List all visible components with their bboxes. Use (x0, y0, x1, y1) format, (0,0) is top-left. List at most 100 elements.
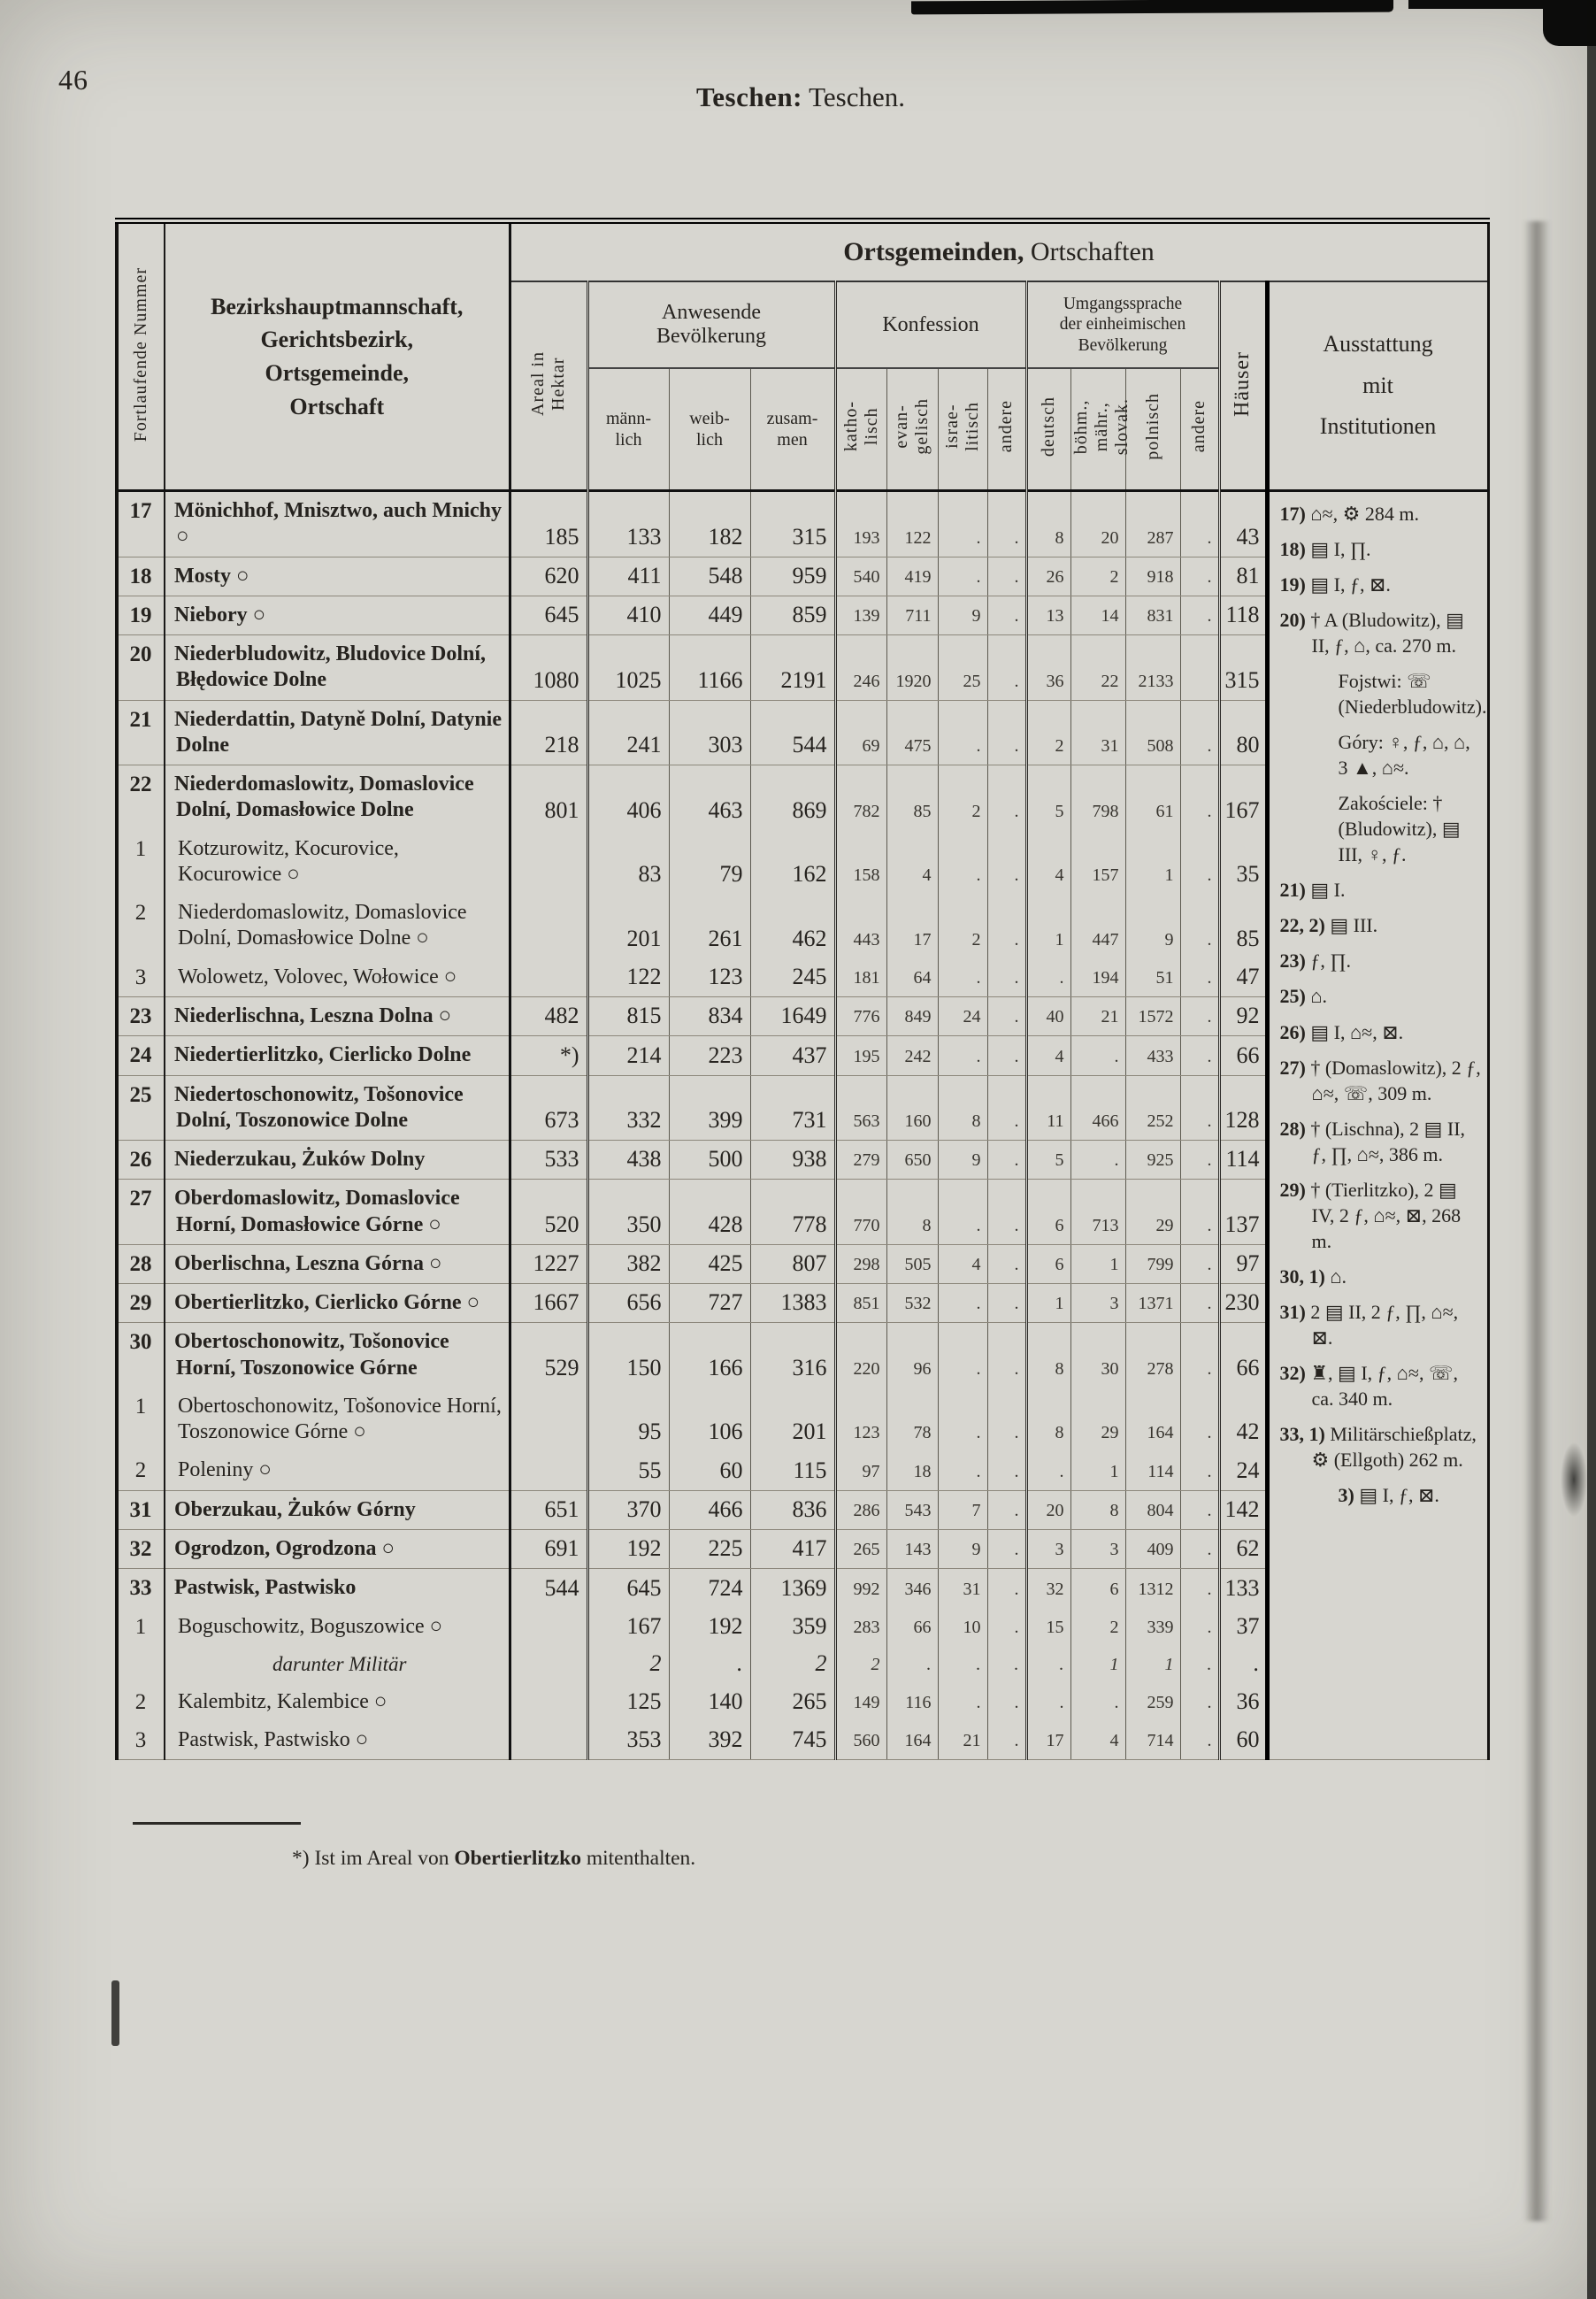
note-number: 30, 1) (1279, 1265, 1331, 1288)
cell-evangelisch: 711 (886, 596, 938, 636)
table-row: 2 Kalembitz, Kalembice ○ 125 140 265 149 116..… (117, 1682, 1488, 1722)
cell-ortsname: Boguschowitz, Boguszowice ○ (164, 1607, 510, 1646)
column-header-areal: Areal in Hektar (508, 281, 587, 492)
cell-boehmisch-maehrisch-slovakisch: 14 (1070, 596, 1125, 636)
cell-haeuser: 315 (1217, 634, 1267, 701)
note-number: 22, 2) (1279, 914, 1331, 937)
cell-ortsname: Niederdomaslowitz, Domaslovice Dolní, Do… (164, 765, 510, 830)
note-symbols: ⌂. (1310, 985, 1328, 1008)
institution-note: 28) † (Lischna), 2 ▤ II, ƒ, ∏, ⌂≈, 386 m… (1280, 1116, 1484, 1167)
cell-polnisch: 1 (1124, 1645, 1180, 1683)
cell-boehmisch-maehrisch-slovakisch: 21 (1070, 996, 1125, 1037)
cell-polnisch: 714 (1124, 1721, 1180, 1761)
cell-sprache-andere: . (1179, 1179, 1219, 1245)
cell-ortsname: Mosty ○ (164, 557, 510, 596)
cell-nummer: 32 (117, 1529, 165, 1570)
cell-polnisch: 278 (1124, 1322, 1180, 1388)
note-number: 28) (1279, 1117, 1311, 1140)
cell-konfession-andere: . (986, 957, 1026, 997)
note-symbols: ƒ, ∏. (1310, 950, 1351, 973)
cell-deutsch: 13 (1024, 596, 1070, 636)
cell-katholisch: 563 (833, 1075, 886, 1142)
cell-haeuser: 167 (1217, 765, 1267, 830)
institution-note: Zakościele: † (Bludowitz), ▤ III, ♀, ƒ. (1280, 790, 1484, 867)
cell-sprache-andere: . (1179, 894, 1219, 958)
cell-ortsname: darunter Militär (164, 1645, 510, 1683)
cell-polnisch: 114 (1124, 1451, 1180, 1491)
cell-areal: 482 (508, 996, 587, 1037)
table-row: 18 Mosty ○ 620 411 548 959 540 419.. 26 2 918. 81 (117, 557, 1488, 596)
cell-sprache-andere: . (1179, 996, 1219, 1037)
cell-boehmisch-maehrisch-slovakisch: 20 (1070, 490, 1125, 557)
cell-areal: *) (508, 1035, 587, 1076)
cell-haeuser: 35 (1217, 829, 1267, 895)
table-row: 23 Niederlischna, Leszna Dolna ○ 482 815 834… (117, 996, 1488, 1037)
cell-polnisch: 508 (1124, 700, 1180, 766)
cell-israelitisch: 24 (937, 996, 987, 1037)
cell-nummer (117, 1646, 165, 1683)
cell-sprache-andere: . (1179, 1035, 1219, 1076)
cell-maennlich: 201 (586, 894, 669, 958)
table-row: 29 Obertierlitzko, Cierlicko Górne ○ 1667 6… (117, 1283, 1488, 1324)
table-row: 26 Niederzukau, Żuków Dolny 533 438 500 938 27… (117, 1140, 1488, 1180)
cell-areal (508, 1387, 587, 1452)
cell-zusammen: 245 (749, 957, 835, 997)
cell-ortsname: Niedertoschonowitz, Tošonovice Dolní, To… (164, 1075, 510, 1142)
cell-nummer: 22 (129, 773, 152, 797)
banner-ortsgemeinden-ortschaften: Ortsgemeinden, Ortschaften (508, 220, 1489, 282)
note-number: 21) (1279, 879, 1311, 902)
note-symbols: ▤ I, ∏. (1310, 538, 1371, 561)
cell-konfession-andere: . (986, 1035, 1026, 1076)
cell-maennlich: 150 (586, 1322, 669, 1388)
cell-haeuser: 142 (1217, 1490, 1267, 1530)
cell-zusammen: 316 (749, 1322, 835, 1388)
cell-konfession-andere: . (986, 1721, 1026, 1761)
cell-evangelisch: 66 (886, 1607, 938, 1646)
cell-weiblich: 392 (668, 1721, 750, 1761)
cell-nummer: 23 (117, 996, 165, 1037)
cell-deutsch: 8 (1024, 1387, 1070, 1452)
cell-deutsch: . (1024, 957, 1070, 997)
areal-label: Areal in Hektar (528, 351, 568, 416)
cell-boehmisch-maehrisch-slovakisch: . (1070, 1140, 1125, 1180)
cell-haeuser: 66 (1217, 1322, 1267, 1388)
cell-haeuser: . (1217, 1645, 1267, 1683)
note-symbols: ▤ I, ƒ, ⊠. (1310, 573, 1391, 596)
cell-maennlich: 645 (586, 1568, 669, 1608)
cell-nummer: 2 (134, 1689, 147, 1714)
cell-haeuser: 230 (1217, 1283, 1267, 1324)
cell-israelitisch: . (937, 1451, 987, 1491)
cell-zusammen: 1649 (749, 996, 835, 1037)
cell-evangelisch: 419 (886, 557, 938, 596)
cell-sprache-andere: . (1179, 1682, 1219, 1722)
cell-sprache-andere: . (1179, 596, 1219, 636)
institution-note: Góry: ♀, ƒ, ⌂, ⌂, 3 ▲, ⌂≈. (1280, 729, 1484, 780)
note-symbols: ▤ I, ƒ, ⊠. (1359, 1483, 1439, 1506)
haeuser-label: Häuser (1230, 350, 1254, 417)
cell-sprache-andere: . (1179, 1607, 1219, 1646)
cell-boehmisch-maehrisch-slovakisch: 194 (1070, 957, 1125, 997)
cell-katholisch: 149 (833, 1682, 886, 1722)
cell-polnisch: 1572 (1124, 996, 1180, 1037)
cell-evangelisch: 849 (886, 996, 938, 1037)
cell-ortsname: Niederzukau, Żuków Dolny (164, 1140, 510, 1180)
cell-weiblich: 727 (668, 1283, 750, 1324)
cell-areal: 691 (508, 1529, 587, 1570)
note-number: 25) (1279, 985, 1311, 1008)
cell-weiblich: 225 (668, 1529, 750, 1570)
note-symbols: Fojstwi: ☏ (Niederbludowitz). (1338, 670, 1487, 719)
cell-maennlich: 133 (586, 490, 669, 557)
cell-zusammen: 836 (749, 1490, 835, 1530)
cell-israelitisch: . (937, 1645, 987, 1683)
cell-polnisch: 164 (1124, 1387, 1180, 1452)
cell-evangelisch: 122 (886, 490, 938, 557)
cell-maennlich: 656 (586, 1283, 669, 1324)
cell-haeuser: 80 (1217, 700, 1267, 766)
cell-maennlich: 353 (586, 1721, 669, 1761)
cell-ortsname: Oberdomaslowitz, Domaslovice Horní, Doma… (164, 1179, 510, 1245)
cell-evangelisch: 8 (886, 1179, 938, 1245)
cell-nummer: 19 (117, 596, 165, 636)
cell-konfession-andere: . (986, 700, 1026, 766)
note-number: 20) (1279, 609, 1311, 632)
note-symbols: † (Domaslowitz), 2 ƒ, ⌂≈, ☏, 309 m. (1310, 1056, 1481, 1104)
